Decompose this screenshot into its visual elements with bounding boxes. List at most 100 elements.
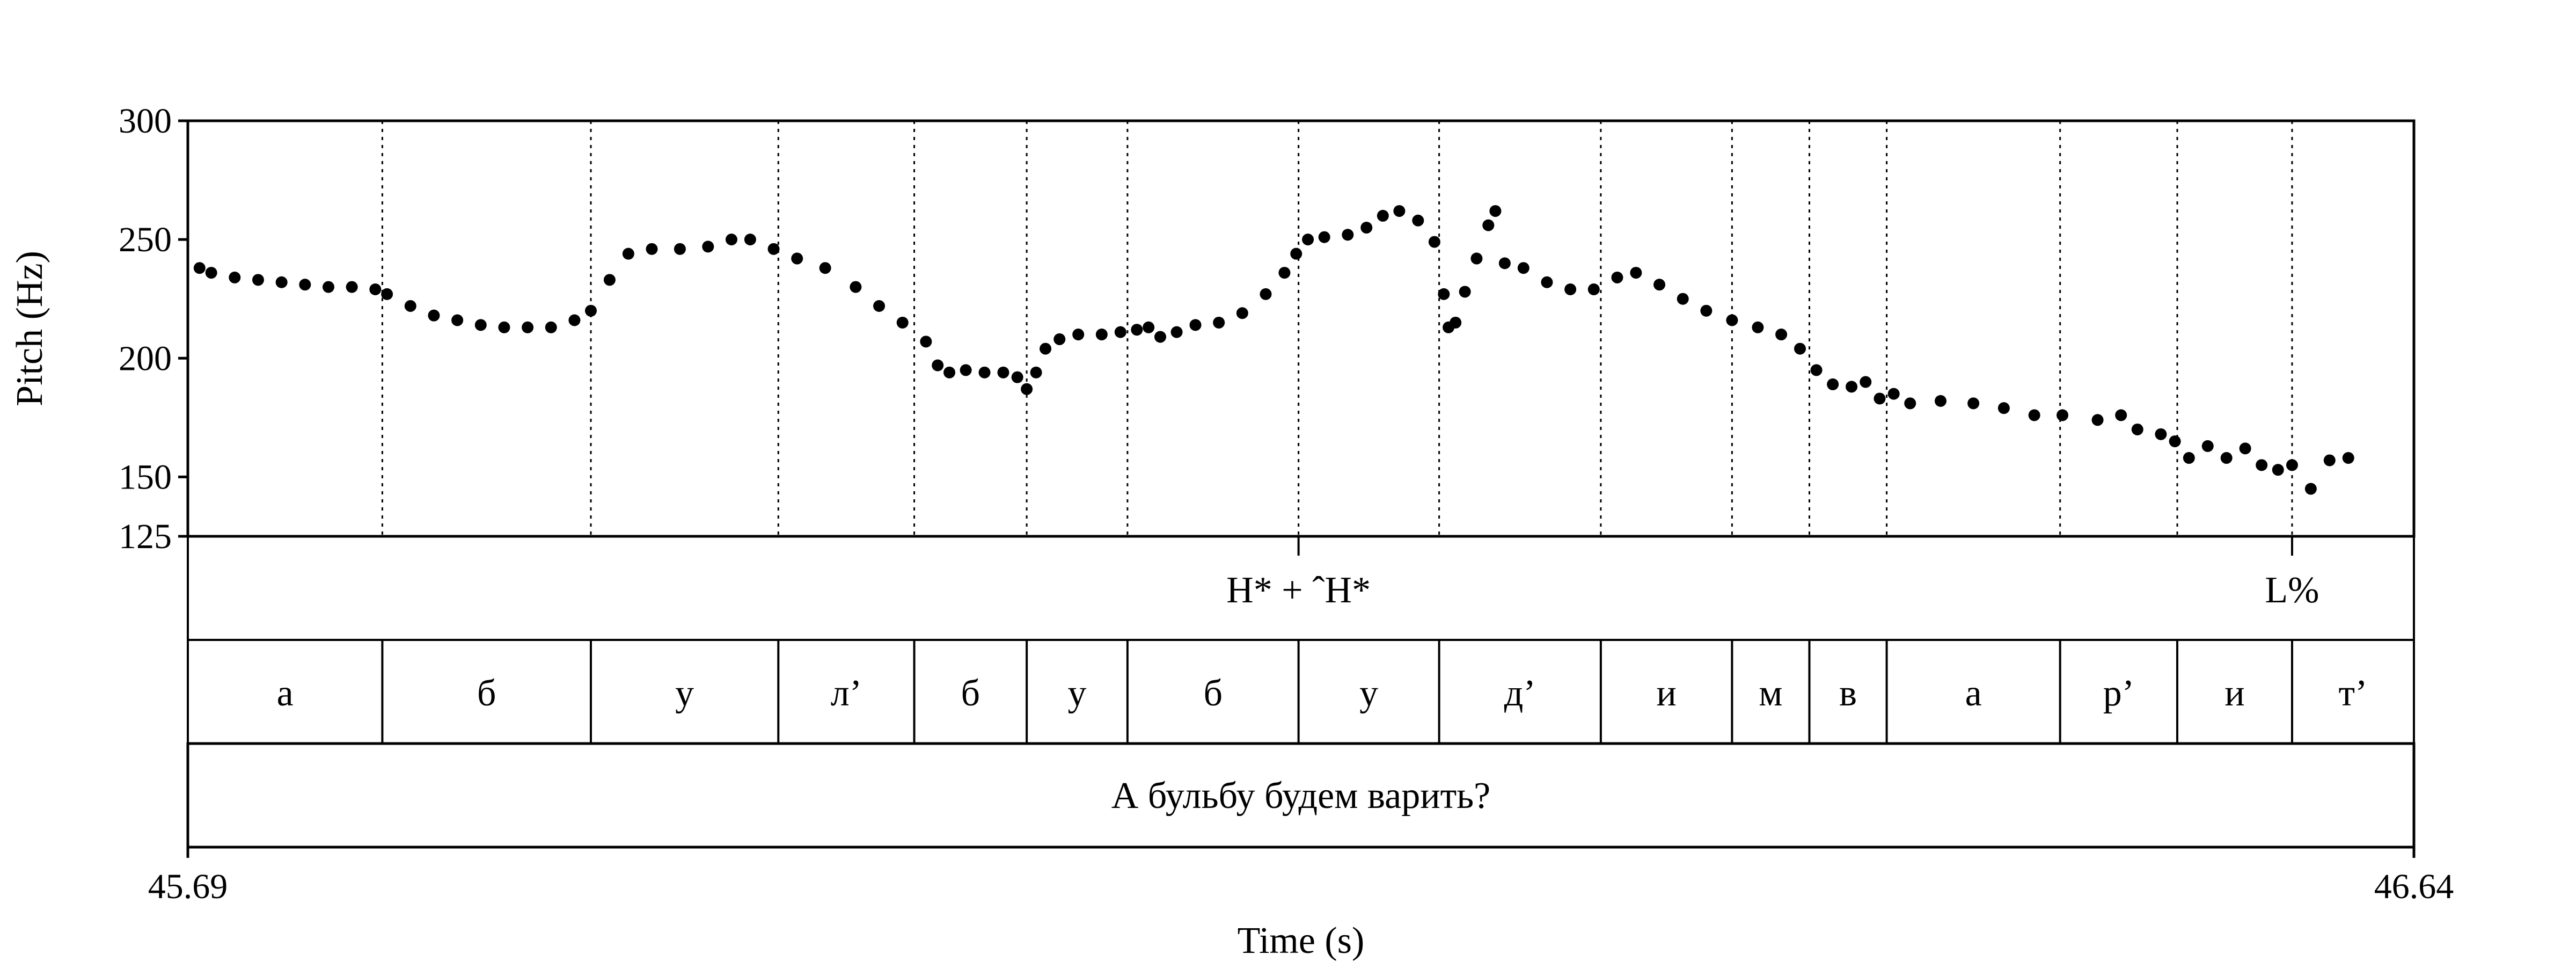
segment-label-7: б bbox=[1203, 673, 1223, 714]
pitch-point-36 bbox=[960, 364, 972, 376]
pitch-point-12 bbox=[428, 309, 440, 322]
pitch-point-9 bbox=[369, 283, 382, 296]
pitch-point-19 bbox=[585, 304, 597, 317]
segment-tier: а б у л’ б у б у д’ и м в а р’ и т’ bbox=[277, 640, 2368, 744]
pitch-point-24 bbox=[702, 241, 714, 253]
pitch-point-15 bbox=[498, 321, 510, 333]
pitch-point-2 bbox=[205, 267, 217, 279]
pitch-point-14 bbox=[474, 319, 487, 331]
segment-label-12: в bbox=[1839, 673, 1857, 714]
pitch-point-68 bbox=[1459, 286, 1471, 298]
pitch-point-6 bbox=[299, 279, 311, 291]
pitch-point-74 bbox=[1541, 276, 1553, 288]
pitch-point-94 bbox=[1967, 397, 1980, 410]
y-tick-label-125: 125 bbox=[119, 517, 172, 556]
pitch-point-112 bbox=[2342, 452, 2354, 464]
pitch-point-72 bbox=[1498, 257, 1511, 269]
pitch-point-34 bbox=[932, 359, 944, 371]
segment-label-13: а bbox=[1965, 673, 1982, 714]
pitch-point-53 bbox=[1236, 307, 1248, 319]
tone-label-2: L% bbox=[2265, 570, 2319, 611]
pitch-point-18 bbox=[568, 314, 581, 326]
pitch-point-54 bbox=[1260, 288, 1272, 300]
pitch-point-65 bbox=[1438, 288, 1450, 300]
segment-label-8: у bbox=[1359, 673, 1378, 714]
pitch-point-3 bbox=[229, 271, 241, 283]
pitch-point-49 bbox=[1154, 331, 1167, 343]
pitch-point-17 bbox=[545, 321, 557, 333]
segment-label-1: а bbox=[277, 673, 294, 714]
y-tick-label-150: 150 bbox=[119, 457, 172, 497]
pitch-point-40 bbox=[1021, 383, 1033, 395]
pitch-point-28 bbox=[791, 252, 803, 265]
pitch-point-25 bbox=[725, 234, 737, 246]
pitch-point-59 bbox=[1342, 229, 1354, 241]
segment-label-3: у bbox=[675, 673, 694, 714]
sentence-tier-frame bbox=[186, 742, 2416, 849]
pitch-point-27 bbox=[767, 243, 780, 255]
pitch-point-107 bbox=[2256, 459, 2268, 471]
pitch-point-100 bbox=[2131, 423, 2143, 435]
pitch-point-91 bbox=[1887, 388, 1900, 400]
pitch-point-101 bbox=[2155, 428, 2167, 440]
y-tick-label-200: 200 bbox=[119, 339, 172, 378]
pitch-point-98 bbox=[2091, 414, 2104, 426]
pitch-point-26 bbox=[744, 234, 756, 246]
pitch-point-33 bbox=[920, 336, 932, 348]
pitch-point-52 bbox=[1213, 316, 1225, 329]
pitch-point-22 bbox=[646, 243, 658, 255]
pitch-point-67 bbox=[1450, 316, 1462, 329]
pitch-point-35 bbox=[943, 366, 956, 378]
pitch-point-78 bbox=[1630, 267, 1642, 279]
pitch-point-96 bbox=[2028, 409, 2040, 421]
segment-label-4: л’ bbox=[831, 673, 862, 714]
pitch-point-97 bbox=[2057, 409, 2069, 421]
pitch-point-58 bbox=[1318, 231, 1330, 243]
pitch-point-106 bbox=[2239, 442, 2251, 455]
pitch-point-82 bbox=[1726, 314, 1738, 326]
pitch-point-90 bbox=[1874, 392, 1886, 405]
pitch-point-31 bbox=[873, 300, 885, 312]
tone-label-1: H* + ˆH* bbox=[1226, 570, 1371, 611]
y-axis-ticks: 125 150 200 250 300 bbox=[119, 101, 188, 556]
pitch-point-84 bbox=[1775, 329, 1788, 341]
pitch-point-20 bbox=[603, 274, 616, 286]
pitch-point-4 bbox=[252, 274, 264, 286]
pitch-point-86 bbox=[1810, 364, 1823, 376]
pitch-point-39 bbox=[1011, 371, 1023, 383]
pitch-point-43 bbox=[1053, 333, 1066, 345]
pitch-point-45 bbox=[1095, 329, 1108, 341]
pitch-point-73 bbox=[1517, 262, 1529, 274]
pitch-point-62 bbox=[1393, 205, 1406, 217]
pitch-point-103 bbox=[2183, 452, 2195, 464]
pitch-point-79 bbox=[1653, 279, 1666, 291]
pitch-point-57 bbox=[1302, 234, 1314, 246]
pitch-point-69 bbox=[1470, 252, 1483, 265]
segment-label-16: т’ bbox=[2339, 673, 2368, 714]
pitch-point-93 bbox=[1935, 395, 1947, 407]
pitch-point-21 bbox=[622, 247, 634, 260]
pitch-point-48 bbox=[1143, 321, 1155, 333]
x-tick-end-label: 46.64 bbox=[2374, 867, 2454, 906]
pitch-point-92 bbox=[1904, 397, 1916, 410]
pitch-point-32 bbox=[896, 316, 909, 329]
pitch-point-8 bbox=[346, 281, 358, 293]
pitch-point-60 bbox=[1360, 222, 1373, 234]
pitch-point-109 bbox=[2286, 459, 2298, 471]
pitch-point-105 bbox=[2220, 452, 2233, 464]
pitch-point-95 bbox=[1997, 402, 2010, 414]
pitch-point-55 bbox=[1278, 267, 1291, 279]
pitch-point-46 bbox=[1114, 326, 1126, 338]
pitch-point-102 bbox=[2169, 435, 2181, 448]
pitch-point-81 bbox=[1700, 304, 1713, 317]
pitch-point-37 bbox=[978, 366, 991, 378]
pitch-point-89 bbox=[1860, 376, 1872, 388]
pitch-point-56 bbox=[1290, 247, 1302, 260]
pitch-point-71 bbox=[1489, 205, 1502, 217]
pitch-point-104 bbox=[2201, 440, 2214, 452]
pitch-point-63 bbox=[1412, 214, 1424, 227]
pitch-point-99 bbox=[2115, 409, 2127, 421]
segment-label-15: и bbox=[2224, 673, 2244, 714]
pitch-point-111 bbox=[2323, 454, 2336, 467]
